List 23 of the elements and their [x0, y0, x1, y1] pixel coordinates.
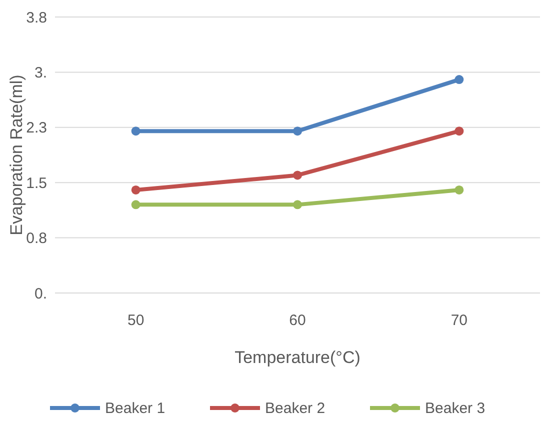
y-tick-label: 0. [34, 285, 47, 302]
point [131, 200, 140, 210]
y-tick-label: 0.8 [26, 230, 47, 248]
y-tick-label: 3. [34, 64, 47, 82]
legend-label: Beaker 1 [105, 400, 166, 417]
y-tick-label: 2.3 [26, 120, 47, 137]
x-tick-label: 50 [127, 312, 144, 329]
x-tick-label: 70 [450, 312, 468, 329]
point [293, 170, 302, 180]
y-axis-title: Evaporation Rate(ml) [7, 74, 26, 236]
x-tick-label: 60 [289, 312, 306, 329]
point [454, 75, 464, 84]
point [454, 126, 464, 136]
y-tick-label: 1.5 [26, 174, 47, 192]
legend-label: Beaker 2 [265, 400, 326, 417]
point [293, 126, 302, 136]
point [454, 185, 464, 194]
legend-label: Beaker 3 [425, 400, 486, 417]
point [131, 126, 140, 136]
y-tick-label: 3.8 [26, 9, 47, 26]
point [293, 200, 302, 210]
x-axis-title: Temperature(°C) [234, 348, 360, 367]
point [131, 185, 140, 194]
